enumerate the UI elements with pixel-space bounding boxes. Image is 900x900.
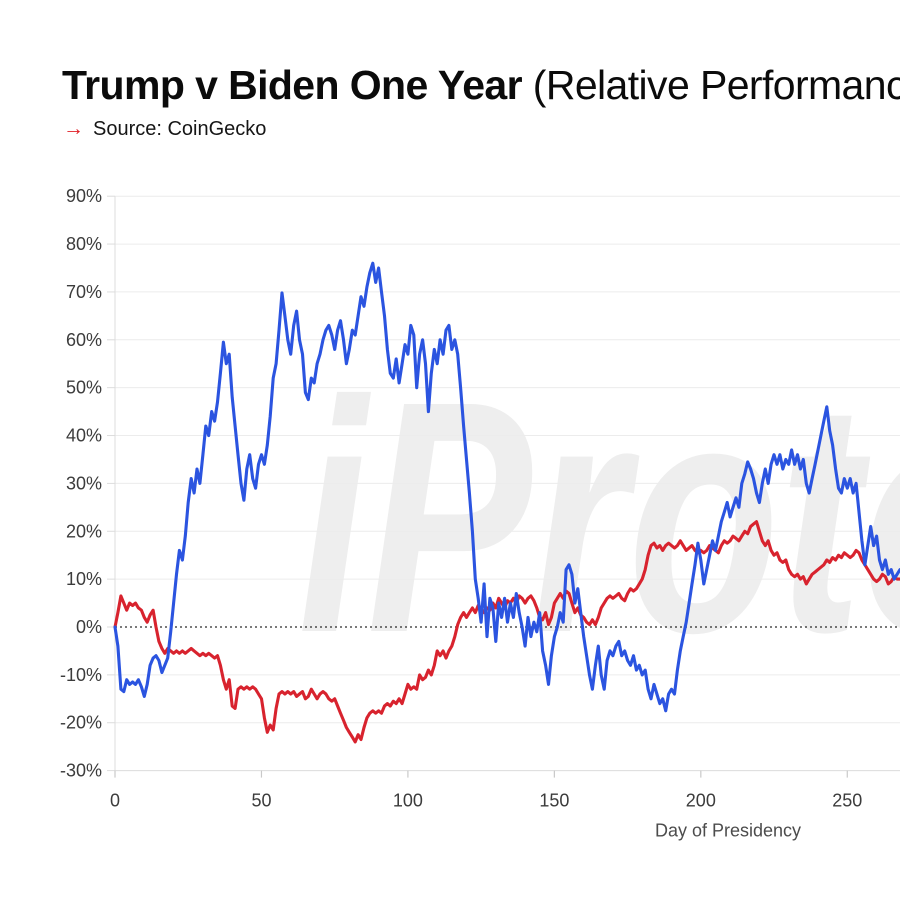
chart-title: Trump v Biden One Year (Relative Perform… xyxy=(62,60,900,110)
chart-title-bold: Trump v Biden One Year xyxy=(62,62,533,108)
x-tick-label: 150 xyxy=(539,791,569,811)
y-tick-label: 10% xyxy=(66,569,102,589)
x-axis-label: Day of Presidency xyxy=(655,821,801,841)
biden-line xyxy=(113,261,900,713)
trump-line xyxy=(113,520,900,744)
y-tick-label: 30% xyxy=(66,473,102,493)
x-tick-label: 200 xyxy=(686,791,716,811)
y-tick-label: -10% xyxy=(60,665,102,685)
y-tick-label: -20% xyxy=(60,713,102,733)
y-tick-label: 40% xyxy=(66,426,102,446)
x-tick-label: 250 xyxy=(832,791,862,811)
y-tick-label: 90% xyxy=(66,186,102,206)
y-tick-label: 80% xyxy=(66,234,102,254)
x-tick-label: 50 xyxy=(251,791,271,811)
source-line: → Source: CoinGecko xyxy=(63,117,266,141)
x-tick-label: 100 xyxy=(393,791,423,811)
y-tick-label: 50% xyxy=(66,378,102,398)
y-tick-label: -30% xyxy=(60,761,102,781)
y-tick-label: 0% xyxy=(76,617,102,637)
y-tick-label: 70% xyxy=(66,282,102,302)
x-tick-label: 0 xyxy=(110,791,120,811)
chart-title-subtitle: (Relative Performance) xyxy=(532,62,900,108)
y-tick-label: 20% xyxy=(66,521,102,541)
source-text: Source: CoinGecko xyxy=(93,117,267,140)
y-tick-label: 60% xyxy=(66,330,102,350)
source-arrow-icon: → xyxy=(63,117,84,140)
